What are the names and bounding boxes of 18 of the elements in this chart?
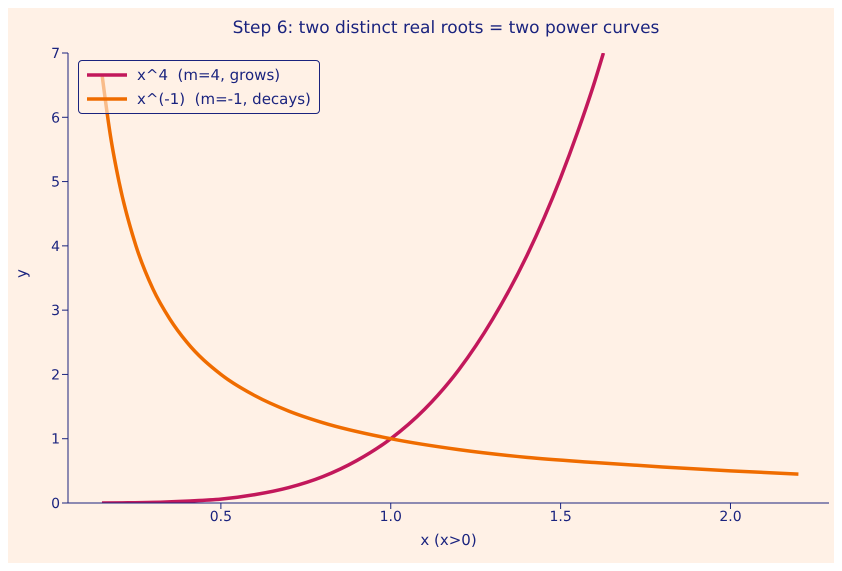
y-tick-label: 0 [51,496,60,512]
legend-label: x^(-1) (m=-1, decays) [137,90,311,108]
x-tick-label: 1.5 [549,508,572,525]
y-tick-label: 1 [51,432,60,448]
x-axis-title: x (x>0) [420,531,477,549]
y-tick-label: 2 [51,367,60,384]
y-axis-title: y [12,269,30,278]
y-tick-label: 7 [51,46,60,62]
x-tick-label: 1.0 [380,508,402,525]
x-tick-label: 2.0 [719,508,742,525]
y-tick-label: 3 [51,303,60,320]
legend-label: x^4 (m=4, grows) [137,66,280,84]
x-tick-label: 0.5 [210,508,232,525]
y-tick-label: 6 [51,110,60,126]
y-tick-label: 5 [51,174,60,191]
y-tick-label: 4 [51,238,60,255]
chart-title: Step 6: two distinct real roots = two power curves [232,17,660,40]
line-series [100,53,606,503]
